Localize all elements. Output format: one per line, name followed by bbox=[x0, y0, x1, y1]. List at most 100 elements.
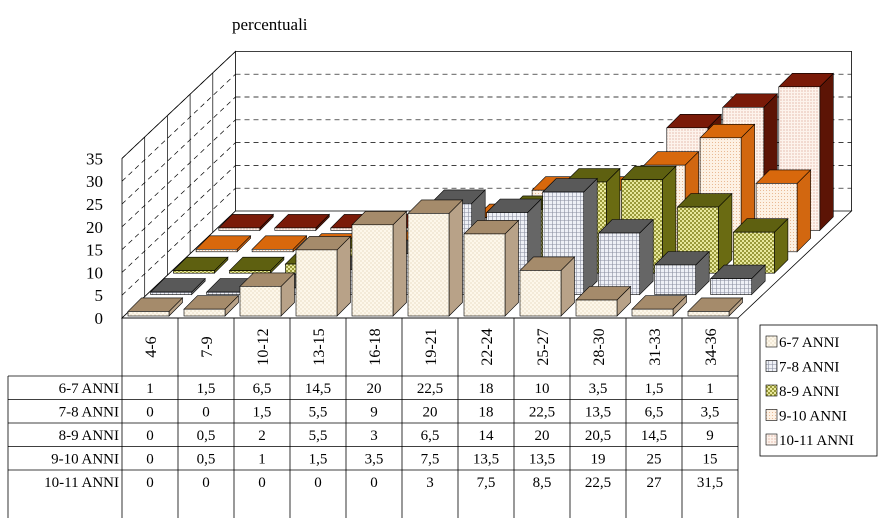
gridline bbox=[121, 142, 236, 250]
table-cell: 0 bbox=[370, 475, 378, 491]
table-cell: 9 bbox=[706, 428, 714, 444]
legend-label: 9-10 ANNI bbox=[779, 409, 847, 425]
category-label: 25-27 bbox=[535, 328, 552, 365]
table-cell: 20,5 bbox=[585, 428, 611, 444]
bar bbox=[519, 256, 576, 317]
table-cell: 0 bbox=[202, 405, 210, 421]
table-cell: 1,5 bbox=[253, 405, 272, 421]
category-label: 22-24 bbox=[479, 328, 496, 365]
table-cell: 7,5 bbox=[477, 475, 496, 491]
table-cell: 5,5 bbox=[309, 428, 328, 444]
bar bbox=[228, 256, 285, 274]
table-cell: 7,5 bbox=[421, 452, 440, 468]
table-cell: 10 bbox=[535, 381, 550, 397]
legend-box bbox=[759, 324, 878, 457]
table-cell: 14 bbox=[479, 428, 495, 444]
category-label: 7-9 bbox=[199, 336, 216, 357]
y-tick-label: 30 bbox=[86, 172, 103, 191]
y-tick-label: 0 bbox=[95, 309, 104, 328]
bar bbox=[676, 192, 733, 274]
y-tick-label: 35 bbox=[86, 149, 103, 168]
legend-swatch bbox=[765, 409, 778, 421]
table-row-label: 8-9 ANNI bbox=[59, 428, 119, 444]
table-cell: 13,5 bbox=[529, 452, 555, 468]
category-label: 13-15 bbox=[311, 328, 328, 365]
table-cell: 1,5 bbox=[309, 452, 328, 468]
table-cell: 0 bbox=[202, 475, 210, 491]
bar bbox=[631, 294, 688, 317]
bar bbox=[575, 285, 632, 317]
table-cell: 0 bbox=[146, 428, 154, 444]
y-tick-label: 5 bbox=[95, 286, 104, 305]
y-axis-label: percentuali bbox=[232, 15, 308, 34]
y-tick-label: 15 bbox=[86, 241, 103, 260]
bar bbox=[755, 169, 812, 253]
bar bbox=[127, 297, 184, 317]
bar bbox=[709, 264, 766, 296]
table-cell: 19 bbox=[591, 452, 606, 468]
legend-label: 6-7 ANNI bbox=[779, 335, 839, 351]
legend-label: 10-11 ANNI bbox=[779, 433, 854, 449]
table-cell: 5,5 bbox=[309, 405, 328, 421]
legend-swatch bbox=[765, 335, 778, 348]
category-label: 28-30 bbox=[591, 328, 608, 365]
y-tick-label: 25 bbox=[86, 195, 103, 214]
y-tick-label: 20 bbox=[86, 218, 103, 237]
category-label: 10-12 bbox=[255, 328, 272, 365]
table-cell: 0 bbox=[146, 475, 154, 491]
bar bbox=[195, 235, 252, 253]
table-row-label: 10-11 ANNI bbox=[44, 475, 119, 491]
table-cell: 1,5 bbox=[645, 381, 664, 397]
category-label: 4-6 bbox=[143, 336, 160, 357]
table-cell: 8,5 bbox=[533, 475, 552, 491]
gridline bbox=[121, 96, 236, 205]
table-cell: 3 bbox=[426, 475, 434, 491]
category-label: 34-36 bbox=[703, 328, 720, 365]
table-cell: 27 bbox=[647, 475, 663, 491]
bar bbox=[597, 218, 654, 296]
table-cell: 22,5 bbox=[529, 405, 555, 421]
bar bbox=[351, 210, 408, 317]
table-cell: 31,5 bbox=[697, 475, 723, 491]
legend-swatch bbox=[765, 433, 778, 446]
y-tick-label: 10 bbox=[86, 263, 103, 282]
table-cell: 3,5 bbox=[701, 405, 720, 421]
bar bbox=[172, 256, 229, 274]
legend-label: 7-8 ANNI bbox=[779, 360, 839, 376]
table-row-label: 7-8 ANNI bbox=[59, 405, 119, 421]
table-cell: 20 bbox=[367, 381, 382, 397]
table-cell: 3,5 bbox=[589, 381, 608, 397]
gridline bbox=[121, 51, 236, 159]
table-cell: 2 bbox=[258, 428, 266, 444]
gridline bbox=[121, 165, 236, 273]
category-label: 16-18 bbox=[367, 328, 384, 365]
table-cell: 18 bbox=[479, 405, 494, 421]
bar bbox=[463, 219, 520, 317]
table-cell: 20 bbox=[535, 428, 550, 444]
table-cell: 1,5 bbox=[197, 381, 216, 397]
gridline bbox=[121, 73, 236, 182]
legend-swatch bbox=[765, 360, 778, 372]
table-cell: 18 bbox=[479, 381, 494, 397]
bar bbox=[653, 250, 710, 296]
bar bbox=[251, 235, 308, 253]
legend-label: 8-9 ANNI bbox=[779, 384, 839, 400]
table-cell: 25 bbox=[647, 452, 662, 468]
table-cell: 0 bbox=[146, 452, 154, 468]
bar bbox=[295, 235, 352, 317]
table-row-label: 6-7 ANNI bbox=[59, 381, 119, 397]
table-cell: 1 bbox=[258, 452, 266, 468]
table-cell: 9 bbox=[370, 405, 378, 421]
table-cell: 13,5 bbox=[585, 405, 611, 421]
bar bbox=[687, 297, 744, 317]
table-cell: 3 bbox=[370, 428, 378, 444]
table-cell: 20 bbox=[423, 405, 438, 421]
table-cell: 0 bbox=[258, 475, 266, 491]
table-cell: 15 bbox=[703, 452, 718, 468]
bar bbox=[149, 277, 206, 296]
table-cell: 3,5 bbox=[365, 452, 384, 468]
bar bbox=[407, 199, 464, 317]
gridline bbox=[121, 119, 236, 228]
table-cell: 22,5 bbox=[585, 475, 611, 491]
